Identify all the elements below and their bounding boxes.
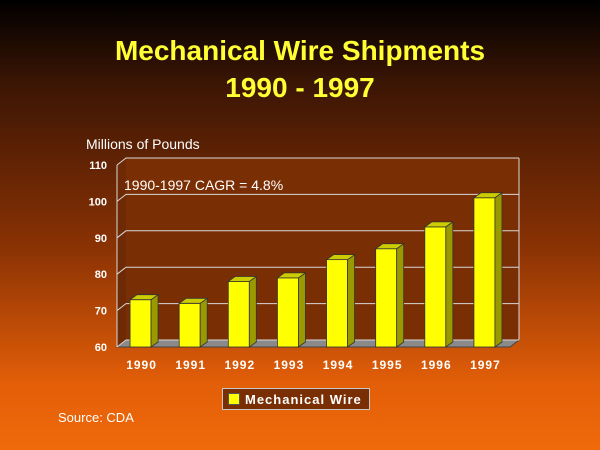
bar-top (276, 272, 307, 279)
y-tick-label: 100 (89, 196, 107, 208)
plot-side-wall (117, 158, 126, 347)
bar-1991 (177, 297, 209, 348)
gridline (116, 193, 519, 202)
bar-1996 (423, 221, 455, 348)
chart-legend: Mechanical Wire (222, 388, 370, 410)
chart-subtitle: 1990 - 1997 (225, 72, 375, 103)
bar-top (177, 297, 209, 304)
bar-1995 (374, 242, 405, 348)
bar-1990 (128, 293, 160, 348)
cagr-annotation: 1990-1997 CAGR = 4.8% (124, 177, 283, 193)
bar-side (347, 253, 355, 348)
x-tick-label: 1996 (421, 358, 452, 372)
bar-top (227, 276, 258, 282)
legend-label: Mechanical Wire (245, 391, 362, 407)
chart-title: Mechanical Wire Shipments (114, 35, 486, 66)
bar-1992 (227, 275, 258, 348)
bar-1994 (325, 253, 356, 348)
bar-front (473, 197, 496, 348)
bar-1997 (472, 191, 504, 348)
y-tick-label: 80 (95, 269, 107, 281)
y-tick-label: 110 (89, 160, 107, 172)
bar-top (128, 294, 160, 301)
bar-front (227, 281, 250, 348)
bar-side (199, 297, 208, 348)
bar-front (375, 248, 398, 348)
y-tick-label: 90 (95, 233, 107, 245)
legend-swatch (228, 393, 240, 405)
bar-front (424, 226, 447, 348)
bar-side (396, 242, 405, 348)
x-tick-label: 1991 (175, 358, 206, 372)
bar-top (374, 243, 405, 250)
bar-top (472, 192, 504, 199)
bar-front (277, 277, 299, 348)
y-tick-label: 60 (95, 342, 107, 354)
bar-front (129, 299, 152, 348)
gridline (116, 230, 519, 239)
bar-side (298, 272, 306, 348)
x-tick-label: 1994 (323, 358, 354, 372)
bar-side (150, 293, 159, 348)
plot-floor (115, 339, 521, 348)
bar-side (494, 191, 503, 348)
bar-side (445, 221, 454, 348)
x-tick-label: 1990 (126, 358, 157, 372)
bar-top (325, 254, 356, 261)
x-tick-label: 1995 (372, 358, 403, 372)
bar-side (248, 275, 257, 348)
source-note: Source: CDA (58, 410, 134, 425)
bar-top (423, 221, 455, 228)
y-axis-label: Millions of Pounds (86, 136, 200, 152)
x-tick-label: 1992 (224, 358, 255, 372)
x-tick-label: 1993 (274, 358, 305, 372)
bar-front (326, 259, 348, 348)
x-tick-label: 1997 (470, 358, 501, 372)
y-tick-label: 70 (95, 306, 107, 318)
bar-front (178, 302, 201, 348)
bar-1993 (276, 272, 307, 348)
